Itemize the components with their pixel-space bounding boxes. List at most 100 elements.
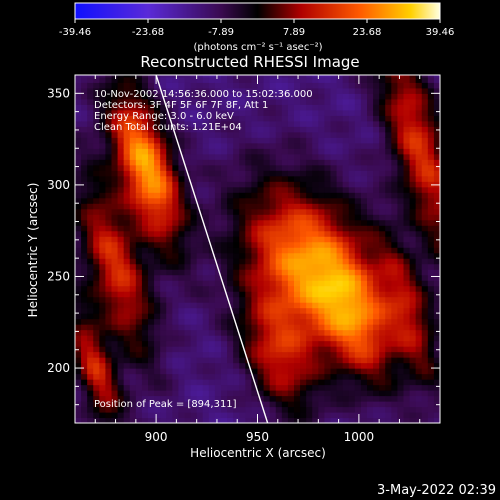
heatmap-cell <box>202 159 210 166</box>
heatmap-cell <box>129 362 137 369</box>
heatmap-cell <box>403 181 411 188</box>
heatmap-cell <box>123 109 131 116</box>
heatmap-cell <box>148 186 155 193</box>
heatmap-cell <box>379 362 386 369</box>
heatmap-cell <box>214 291 222 298</box>
heatmap-cell <box>160 75 167 78</box>
heatmap-cell <box>427 197 435 204</box>
heatmap-cell <box>409 307 417 314</box>
heatmap-cell <box>269 126 277 133</box>
heatmap-cell <box>87 203 94 210</box>
heatmap-cell <box>306 203 313 210</box>
heatmap-cell <box>294 142 301 149</box>
heatmap-cell <box>336 291 344 298</box>
heatmap-cell <box>184 269 192 276</box>
heatmap-cell <box>294 313 301 320</box>
heatmap-cell <box>105 197 113 204</box>
heatmap-cell <box>367 346 374 353</box>
heatmap-cell <box>397 274 405 281</box>
heatmap-cell <box>318 313 326 320</box>
heatmap-cell <box>421 417 429 423</box>
heatmap-cell <box>75 252 82 259</box>
heatmap-cell <box>360 318 368 325</box>
heatmap-cell <box>233 241 240 248</box>
heatmap-cell <box>214 324 222 331</box>
heatmap-cell <box>221 324 228 331</box>
heatmap-cell <box>385 76 392 83</box>
heatmap-cell <box>208 181 216 188</box>
heatmap-cell <box>379 390 386 397</box>
heatmap-cell <box>233 142 240 149</box>
heatmap-cell <box>385 285 392 292</box>
y-tick-label: 350 <box>47 86 70 100</box>
heatmap-cell <box>190 307 198 314</box>
heatmap-cell <box>99 131 107 138</box>
heatmap-cell <box>81 208 88 215</box>
heatmap-cell <box>257 76 265 83</box>
heatmap-cell <box>148 390 155 397</box>
heatmap-cell <box>415 351 423 358</box>
heatmap-cell <box>214 318 222 325</box>
heatmap-cell <box>391 153 399 160</box>
heatmap-cell <box>287 247 295 254</box>
heatmap-cell <box>348 247 356 254</box>
heatmap-cell <box>409 373 417 380</box>
heatmap-cell <box>196 340 204 347</box>
heatmap-cell <box>227 203 234 210</box>
heatmap-cell <box>421 214 429 221</box>
heatmap-cell <box>312 93 319 100</box>
heatmap-cell <box>251 75 259 78</box>
heatmap-cell <box>281 197 289 204</box>
heatmap-cell <box>421 75 429 78</box>
heatmap-cell <box>433 175 440 182</box>
heatmap-cell <box>178 296 186 303</box>
heatmap-cell <box>87 340 94 347</box>
heatmap-cell <box>221 115 228 122</box>
heatmap-cell <box>294 357 301 364</box>
heatmap-cell <box>214 225 222 232</box>
heatmap-cell <box>196 236 204 243</box>
heatmap-cell <box>251 164 259 171</box>
heatmap-cell <box>129 87 137 94</box>
heatmap-cell <box>263 252 271 259</box>
heatmap-cell <box>287 291 295 298</box>
heatmap-cell <box>324 285 332 292</box>
heatmap-cell <box>397 219 405 226</box>
heatmap-cell <box>166 340 173 347</box>
heatmap-cell <box>141 75 149 78</box>
heatmap-cell <box>385 384 392 391</box>
heatmap-cell <box>172 82 180 89</box>
heatmap-cell <box>300 109 307 116</box>
heatmap-cell <box>330 230 338 237</box>
heatmap-cell <box>275 82 283 89</box>
heatmap-cell <box>287 373 295 380</box>
heatmap-cell <box>281 208 289 215</box>
heatmap-cell <box>123 104 131 111</box>
heatmap-cell <box>324 115 332 122</box>
heatmap-cell <box>379 126 386 133</box>
heatmap-cell <box>421 208 429 215</box>
heatmap-cell <box>178 390 186 397</box>
heatmap-cell <box>111 417 119 423</box>
heatmap-cell <box>87 302 94 309</box>
heatmap-cell <box>385 269 392 276</box>
heatmap-cell <box>117 82 125 89</box>
heatmap-cell <box>421 313 429 320</box>
heatmap-cell <box>421 258 429 265</box>
heatmap-cell <box>233 120 240 127</box>
heatmap-cell <box>233 335 240 342</box>
heatmap-cell <box>403 351 411 358</box>
heatmap-cell <box>409 148 417 155</box>
heatmap-cell <box>275 230 283 237</box>
heatmap-cell <box>269 417 277 423</box>
heatmap-cell <box>129 406 137 413</box>
heatmap-cell <box>427 274 435 281</box>
heatmap-cell <box>87 219 94 226</box>
heatmap-cell <box>221 296 228 303</box>
heatmap-cell <box>154 241 161 248</box>
heatmap-cell <box>172 153 180 160</box>
heatmap-cell <box>81 302 88 309</box>
heatmap-cell <box>263 263 271 270</box>
heatmap-cell <box>75 104 82 111</box>
heatmap-cell <box>123 153 131 160</box>
